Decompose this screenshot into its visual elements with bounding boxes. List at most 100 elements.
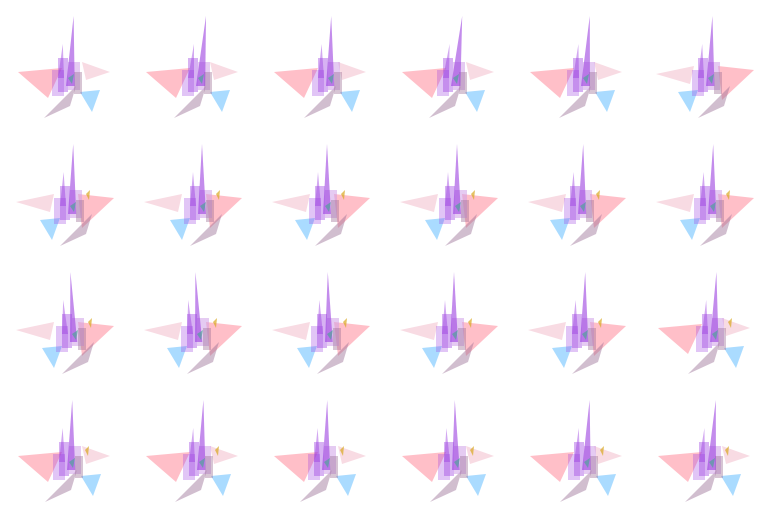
figure-cell [640,384,768,512]
figure-cell [0,256,128,384]
blush-wing-shape [210,62,238,80]
mauve-block-shape [203,328,211,350]
violet-block-shape [52,70,64,96]
violet-block-shape [59,442,69,476]
violet-spire-shape [197,400,206,470]
gold-accent-shape [215,446,219,456]
figure-canvas [274,16,366,118]
teal-accent-shape [710,202,716,212]
violet-spire-shape [442,300,448,334]
violet-block-shape [184,198,196,224]
violet-block-shape [181,326,193,352]
figure-cell [256,128,384,256]
mauve-block-shape [333,328,341,350]
violet-block-shape [318,58,328,92]
violet-block-shape [574,442,584,476]
figure-canvas [528,144,626,246]
blush-wing-shape [272,194,310,212]
gold-accent-shape [471,190,475,200]
pink-wing-shape [402,452,446,482]
figure-cell [640,0,768,128]
blue-fin-shape [295,218,315,240]
teal-accent-shape [72,330,78,340]
mauve-fin-shape [190,214,222,246]
violet-block-shape [696,326,708,352]
violet-block-shape [442,314,452,348]
violet-block-shape [187,314,197,348]
mauve-block-shape [588,328,596,350]
pink-wing-shape [462,194,498,228]
mauve-block-shape [460,456,468,478]
violet-spire-shape [444,428,450,462]
figure-cell [128,128,256,256]
violet-spire-shape [698,44,704,78]
teal-accent-shape [197,330,203,340]
figure-cell [0,0,128,128]
figure-canvas [272,144,370,246]
violet-block-shape [53,454,65,480]
violet-block-shape [54,198,66,224]
violet-spire-shape [59,428,65,462]
blue-fin-shape [680,218,700,240]
pink-wing-shape [18,68,62,98]
violet-block-shape [702,314,712,348]
gold-accent-shape [343,318,347,328]
mauve-block-shape [718,328,726,350]
blue-fin-shape [724,346,744,368]
gold-accent-shape [86,190,90,200]
violet-spire-shape [573,44,579,78]
violet-block-shape [317,314,327,348]
mauve-block-shape [76,200,84,222]
mauve-fin-shape [570,214,602,246]
violet-block-shape [311,326,323,352]
teal-accent-shape [712,330,718,340]
figure-canvas [656,16,754,118]
violet-block-shape [183,454,195,480]
mauve-fin-shape [300,470,332,502]
pink-wing-shape [206,194,242,228]
figure-cell [640,256,768,384]
blue-fin-shape [550,218,570,240]
blush-wing-shape [400,194,438,212]
mauve-block-shape [589,72,597,94]
mauve-block-shape [74,72,82,94]
pink-wing-shape [530,452,574,482]
mauve-block-shape [75,456,83,478]
violet-block-shape [567,70,579,96]
violet-spire-shape [702,300,708,334]
violet-block-shape [58,58,68,92]
violet-block-shape [573,58,583,92]
pink-wing-shape [146,68,190,98]
blush-wing-shape [722,318,750,336]
mauve-fin-shape [174,86,206,118]
blue-fin-shape [678,90,698,112]
blush-wing-shape [82,62,110,80]
gold-accent-shape [340,446,344,456]
mauve-fin-shape [60,214,92,246]
violet-spire-shape [68,144,77,214]
teal-accent-shape [452,330,458,340]
figure-canvas [144,144,242,246]
pink-wing-shape [334,322,370,356]
figure-canvas [656,144,754,246]
violet-block-shape [572,314,582,348]
blush-wing-shape [528,194,566,212]
mauve-fin-shape [187,342,219,374]
violet-spire-shape [315,172,321,206]
mauve-fin-shape [688,342,720,374]
figure-canvas [18,16,110,118]
figure-cell [384,256,512,384]
violet-spire-shape [580,272,589,342]
teal-accent-shape [583,74,589,84]
gold-accent-shape [726,190,730,200]
mauve-fin-shape [45,470,77,502]
blue-fin-shape [42,346,62,368]
figure-cell [512,128,640,256]
pink-wing-shape [274,452,318,482]
figure-canvas [530,16,622,118]
violet-spire-shape [450,272,458,342]
blue-fin-shape [336,474,356,496]
blue-fin-shape [167,346,187,368]
mauve-fin-shape [315,214,347,246]
violet-block-shape [564,198,576,224]
